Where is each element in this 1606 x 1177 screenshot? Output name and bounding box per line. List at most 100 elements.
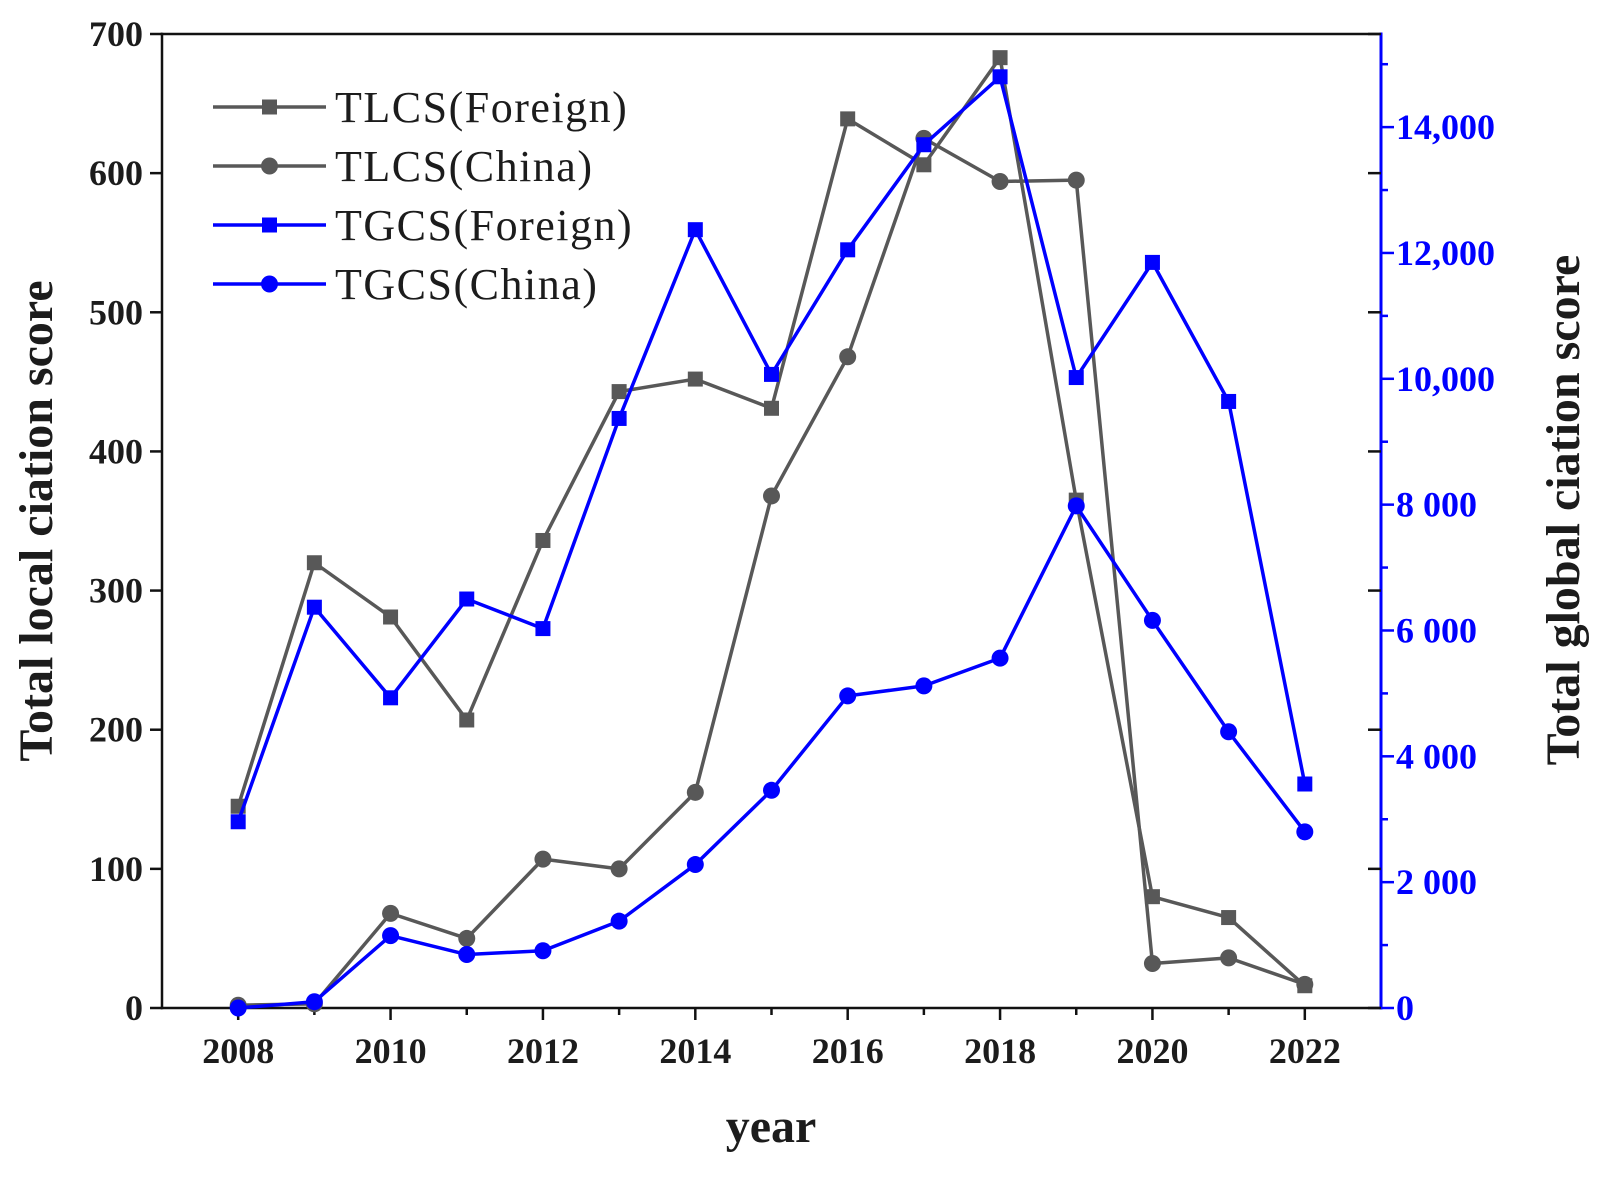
data-series: [229, 50, 1314, 1017]
y-tick-label-400: 400: [89, 431, 143, 471]
y2-tick-label-12000: 12,000: [1396, 233, 1495, 273]
y-tick-label-100: 100: [89, 849, 143, 889]
series-line-tlcs-foreign: [236, 55, 1306, 988]
data-point-tlcs-foreign-2016: [840, 111, 856, 127]
y-axis-title: Total local ciation score: [10, 280, 63, 761]
y2-tick-label-6000: 6 000: [1396, 610, 1477, 650]
x-tick-label-2012: 2012: [507, 1031, 579, 1071]
data-point-tgcs-foreign-2017: [916, 137, 932, 153]
legend-label-tlcs-foreign: TLCS(Foreign): [335, 83, 628, 132]
data-point-tgcs-china-2022: [1296, 823, 1314, 841]
data-point-tlcs-china-2011: [458, 929, 476, 947]
x-tick-label-2008: 2008: [202, 1031, 274, 1071]
data-point-tlcs-china-2013: [610, 860, 628, 878]
y2-tick-label-4000: 4 000: [1396, 736, 1477, 776]
x-tick-label-2016: 2016: [812, 1031, 884, 1071]
data-point-tgcs-foreign-2019: [1068, 370, 1084, 386]
y-tick-label-600: 600: [89, 153, 143, 193]
data-point-tlcs-china-2015: [763, 487, 780, 505]
data-point-tgcs-china-2018: [991, 649, 1009, 667]
data-point-tgcs-china-2017: [915, 677, 933, 695]
x-tick-label-2014: 2014: [659, 1031, 731, 1071]
data-point-tgcs-china-2016: [839, 687, 857, 705]
y-tick-label-0: 0: [125, 988, 143, 1028]
data-point-tlcs-foreign-2021: [1221, 910, 1237, 926]
data-point-tlcs-china-2020: [1143, 954, 1161, 972]
data-point-tlcs-foreign-2013: [611, 384, 627, 400]
data-point-tgcs-foreign-2010: [383, 690, 399, 706]
data-point-tgcs-foreign-2008: [230, 814, 246, 830]
y-tick-label-700: 700: [89, 14, 143, 54]
legend-item-tgcs-china: TGCS(China): [213, 260, 598, 309]
data-point-tlcs-foreign-2009: [306, 555, 322, 571]
legend-marker-tgcs-foreign: [262, 217, 277, 233]
data-point-tgcs-china-2011: [458, 946, 476, 964]
axis-tick-labels: 2008 2010 2012 2014 2016 2018 2020 2022 0 100 200 3…: [89, 14, 1495, 1071]
data-point-tlcs-foreign-2011: [459, 712, 475, 728]
x-tick-label-2010: 2010: [355, 1031, 427, 1071]
axes: [160, 32, 1383, 1010]
data-point-tlcs-china-2012: [534, 850, 552, 868]
data-point-tlcs-china-2016: [839, 348, 857, 366]
y2-tick-label-14000: 14,000: [1396, 107, 1495, 147]
legend-item-tlcs-foreign: TLCS(Foreign): [213, 83, 628, 132]
data-point-tgcs-foreign-2012: [535, 621, 551, 637]
legend-label-tlcs-china: TLCS(China): [335, 142, 593, 191]
data-point-tgcs-foreign-2021: [1221, 393, 1237, 409]
y-tick-label-300: 300: [89, 571, 143, 611]
data-point-tlcs-china-2010: [382, 904, 400, 922]
data-point-tgcs-foreign-2016: [840, 242, 856, 258]
data-point-tlcs-foreign-2020: [1144, 889, 1160, 905]
data-point-tlcs-china-2018: [991, 172, 1009, 190]
legend: TLCS(Foreign) TLCS(China) TGCS(Foreign) TGC…: [213, 83, 633, 309]
data-point-tgcs-china-2021: [1220, 723, 1238, 741]
data-point-tgcs-foreign-2022: [1297, 776, 1313, 792]
x-tick-label-2022: 2022: [1269, 1031, 1341, 1071]
legend-label-tgcs-foreign: TGCS(Foreign): [335, 201, 633, 250]
data-point-tgcs-china-2014: [686, 856, 704, 874]
y2-tick-label-10000: 10,000: [1396, 359, 1495, 399]
series-tlcs-foreign: [230, 50, 1313, 994]
legend-marker-tgcs-china: [261, 275, 278, 293]
legend-item-tgcs-foreign: TGCS(Foreign): [213, 201, 633, 250]
data-point-tlcs-china-2021: [1220, 949, 1238, 967]
y-tick-label-500: 500: [89, 292, 143, 332]
data-point-tgcs-china-2008: [229, 999, 247, 1017]
data-point-tgcs-foreign-2020: [1144, 254, 1160, 270]
legend-marker-tlcs-china: [261, 157, 278, 175]
x-tick-label-2020: 2020: [1116, 1031, 1188, 1071]
y-tick-label-200: 200: [89, 710, 143, 750]
data-point-tgcs-china-2020: [1143, 611, 1161, 629]
data-point-tgcs-foreign-2015: [764, 366, 779, 382]
data-point-tgcs-china-2010: [382, 927, 400, 945]
data-point-tgcs-foreign-2014: [687, 222, 703, 238]
y2-tick-label-0: 0: [1396, 988, 1414, 1028]
y2-axis-title: Total global ciation score: [1537, 255, 1590, 766]
data-point-tlcs-foreign-2014: [687, 371, 703, 387]
data-point-tlcs-foreign-2017: [916, 157, 932, 173]
data-point-tlcs-foreign-2018: [992, 50, 1008, 66]
data-point-tgcs-foreign-2009: [306, 599, 322, 615]
data-point-tgcs-foreign-2011: [459, 591, 475, 607]
data-point-tgcs-china-2019: [1067, 497, 1085, 515]
data-point-tgcs-china-2013: [610, 912, 628, 930]
data-point-tlcs-china-2022: [1296, 975, 1314, 993]
legend-label-tgcs-china: TGCS(China): [335, 260, 598, 309]
x-axis-title: year: [726, 1100, 817, 1153]
series-tgcs-foreign: [230, 69, 1313, 830]
data-point-tlcs-foreign-2010: [383, 609, 399, 625]
data-point-tlcs-foreign-2012: [535, 532, 551, 548]
x-tick-label-2018: 2018: [964, 1031, 1036, 1071]
data-point-tlcs-china-2019: [1067, 171, 1085, 189]
data-point-tgcs-china-2009: [305, 993, 323, 1011]
legend-item-tlcs-china: TLCS(China): [213, 142, 593, 191]
data-point-tgcs-china-2015: [763, 781, 780, 799]
data-point-tlcs-foreign-2015: [764, 400, 779, 416]
data-point-tlcs-china-2014: [686, 783, 704, 801]
series-tgcs-china: [229, 497, 1314, 1017]
data-point-tgcs-china-2012: [534, 942, 552, 960]
data-point-tgcs-foreign-2013: [611, 410, 627, 426]
legend-marker-tlcs-foreign: [262, 99, 277, 115]
y2-tick-label-8000: 8 000: [1396, 485, 1477, 525]
